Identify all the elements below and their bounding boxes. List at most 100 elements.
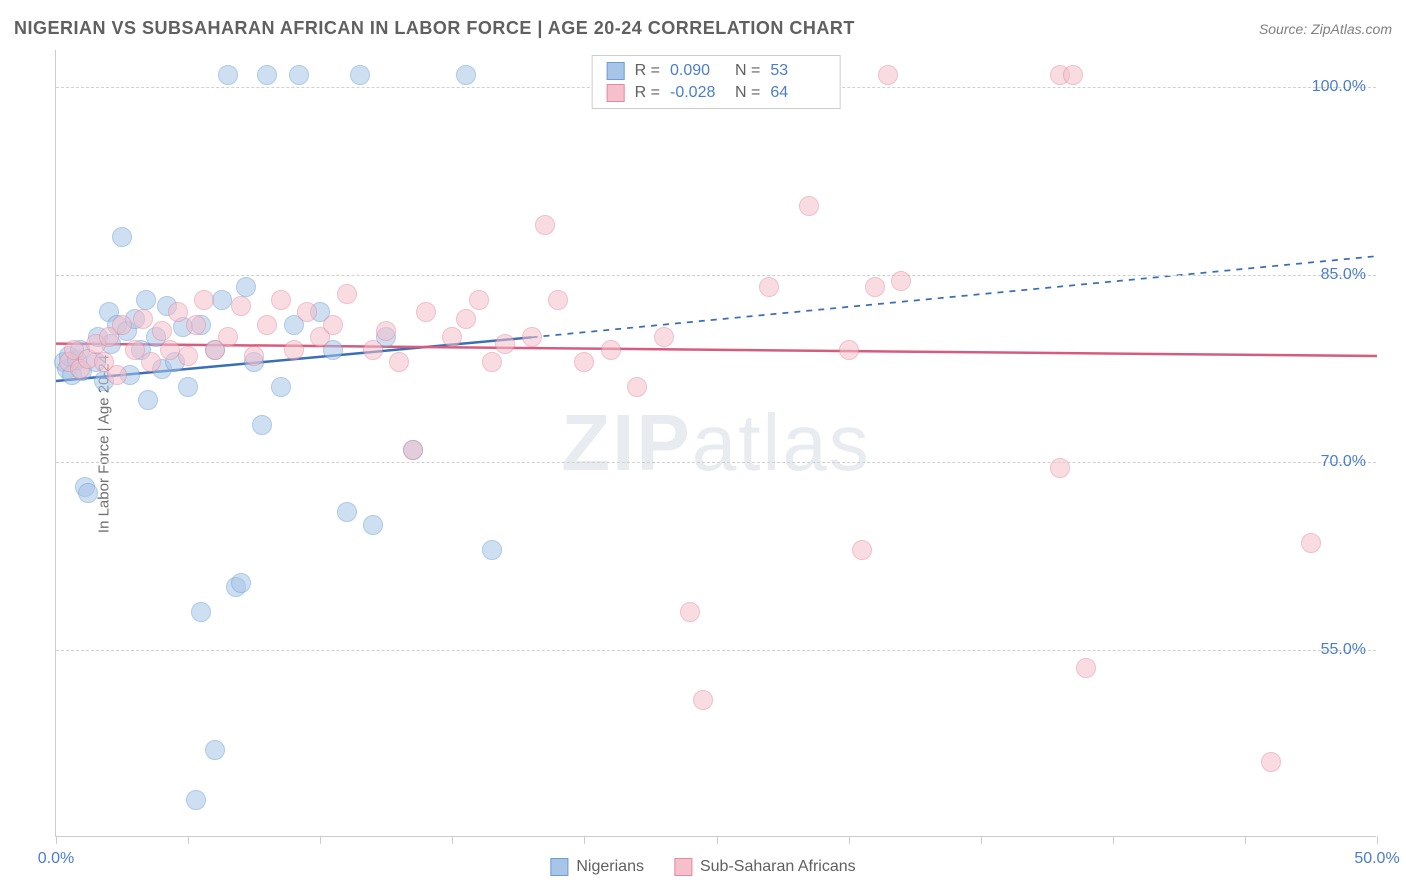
correlation-legend: R =0.090N =53R =-0.028N =64 — [592, 55, 841, 109]
scatter-point — [152, 321, 172, 341]
scatter-point — [522, 327, 542, 347]
scatter-point — [112, 227, 132, 247]
r-label: R = — [635, 62, 660, 80]
scatter-point — [1301, 533, 1321, 553]
scatter-point — [495, 334, 515, 354]
scatter-point — [693, 690, 713, 710]
x-tick — [56, 836, 57, 844]
scatter-point — [548, 290, 568, 310]
scatter-point — [416, 302, 436, 322]
scatter-point — [1063, 65, 1083, 85]
scatter-point — [284, 340, 304, 360]
scatter-point — [271, 290, 291, 310]
scatter-point — [839, 340, 859, 360]
scatter-point — [205, 740, 225, 760]
scatter-point — [891, 271, 911, 291]
scatter-point — [574, 352, 594, 372]
scatter-point — [363, 515, 383, 535]
chart-title: NIGERIAN VS SUBSAHARAN AFRICAN IN LABOR … — [14, 18, 855, 39]
scatter-point — [191, 602, 211, 622]
scatter-point — [601, 340, 621, 360]
scatter-point — [178, 377, 198, 397]
scatter-point — [350, 65, 370, 85]
scatter-point — [469, 290, 489, 310]
x-tick — [452, 836, 453, 844]
scatter-point — [168, 302, 188, 322]
scatter-point — [337, 284, 357, 304]
series-legend: Nigerians Sub-Saharan Africans — [550, 858, 855, 876]
r-label: R = — [635, 84, 660, 102]
scatter-point — [112, 315, 132, 335]
chart-area: In Labor Force | Age 20-24 ZIPatlas R =0… — [55, 50, 1376, 837]
scatter-point — [178, 346, 198, 366]
y-tick-label: 55.0% — [1321, 641, 1366, 659]
scatter-point — [1076, 658, 1096, 678]
scatter-point — [271, 377, 291, 397]
series-name: Sub-Saharan Africans — [700, 858, 856, 876]
scatter-point — [456, 309, 476, 329]
legend-item: Nigerians — [550, 858, 644, 876]
scatter-point — [289, 65, 309, 85]
scatter-point — [456, 65, 476, 85]
scatter-point — [759, 277, 779, 297]
legend-row: R =0.090N =53 — [607, 60, 826, 82]
x-tick — [320, 836, 321, 844]
legend-swatch — [550, 858, 568, 876]
scatter-point — [186, 315, 206, 335]
scatter-point — [194, 290, 214, 310]
scatter-point — [799, 196, 819, 216]
scatter-point — [297, 302, 317, 322]
n-value: 64 — [770, 84, 825, 102]
legend-swatch — [607, 84, 625, 102]
scatter-point — [376, 321, 396, 341]
scatter-point — [337, 502, 357, 522]
scatter-point — [323, 315, 343, 335]
x-tick-label: 50.0% — [1354, 850, 1399, 868]
n-label: N = — [735, 62, 760, 80]
scatter-point — [1261, 752, 1281, 772]
x-tick — [849, 836, 850, 844]
x-tick — [981, 836, 982, 844]
scatter-point — [160, 340, 180, 360]
x-tick-label: 0.0% — [38, 850, 74, 868]
scatter-point — [133, 309, 153, 329]
source-attribution: Source: ZipAtlas.com — [1259, 21, 1392, 37]
scatter-point — [865, 277, 885, 297]
scatter-point — [389, 352, 409, 372]
x-tick — [717, 836, 718, 844]
scatter-point — [363, 340, 383, 360]
gridline-h — [56, 650, 1376, 651]
watermark: ZIPatlas — [561, 397, 870, 489]
r-value: -0.028 — [670, 84, 725, 102]
scatter-point — [218, 65, 238, 85]
trend-lines — [56, 50, 1377, 837]
scatter-point — [107, 365, 127, 385]
scatter-point — [1050, 458, 1070, 478]
n-label: N = — [735, 84, 760, 102]
scatter-point — [852, 540, 872, 560]
scatter-point — [680, 602, 700, 622]
scatter-point — [535, 215, 555, 235]
x-tick — [1245, 836, 1246, 844]
legend-swatch — [607, 62, 625, 80]
scatter-point — [482, 352, 502, 372]
gridline-h — [56, 462, 1376, 463]
scatter-point — [244, 346, 264, 366]
x-tick — [1113, 836, 1114, 844]
r-value: 0.090 — [670, 62, 725, 80]
y-tick-label: 70.0% — [1321, 453, 1366, 471]
legend-row: R = -0.028 N = 64 — [607, 82, 826, 104]
scatter-point — [78, 483, 98, 503]
scatter-point — [403, 440, 423, 460]
y-tick-label: 85.0% — [1321, 266, 1366, 284]
scatter-point — [141, 352, 161, 372]
scatter-point — [627, 377, 647, 397]
scatter-point — [138, 390, 158, 410]
y-tick-label: 100.0% — [1312, 78, 1366, 96]
scatter-point — [212, 290, 232, 310]
scatter-point — [257, 315, 277, 335]
plot-area: ZIPatlas R =0.090N =53R =-0.028N =64 55.… — [55, 50, 1376, 837]
scatter-point — [442, 327, 462, 347]
scatter-point — [231, 296, 251, 316]
x-tick — [1377, 836, 1378, 844]
